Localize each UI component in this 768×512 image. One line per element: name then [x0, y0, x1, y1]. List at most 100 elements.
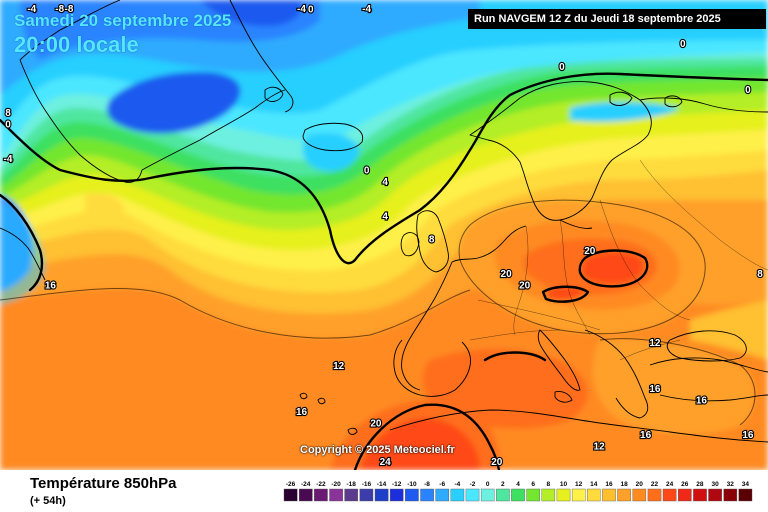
legend-label: 34 — [742, 481, 750, 488]
legend-swatch — [374, 488, 389, 502]
legend-label: 32 — [727, 481, 735, 488]
contour-label: -4 — [4, 154, 13, 165]
contour-label: 20 — [584, 246, 596, 257]
legend-label: 18 — [620, 481, 628, 488]
legend-swatch — [587, 488, 601, 502]
legend-swatch — [556, 488, 571, 502]
legend-label: -14 — [377, 481, 387, 488]
contour-label: 12 — [594, 442, 606, 453]
temperature-field — [0, 0, 768, 470]
contour-label: 0 — [559, 62, 565, 73]
legend-swatch — [465, 488, 480, 502]
contour-label: 0 — [680, 39, 686, 50]
contour-label: 16 — [296, 407, 308, 418]
legend-label: -6 — [439, 481, 445, 488]
contour-label: -8 — [55, 4, 64, 15]
contour-label: -4 — [27, 4, 36, 15]
legend-label: -24 — [301, 481, 311, 488]
forecast-time: 20:00 locale — [14, 32, 139, 57]
contour-label: 16 — [640, 430, 652, 441]
contour-label: 12 — [649, 338, 661, 349]
legend-swatch — [693, 488, 707, 502]
model-run-banner: Run NAVGEM 12 Z du Jeudi 18 septembre 20… — [468, 9, 766, 29]
legend-label: 28 — [696, 481, 704, 488]
legend-label: -12 — [392, 481, 402, 488]
legend-label: 14 — [590, 481, 598, 488]
legend-swatch — [329, 488, 343, 502]
legend-label: -22 — [316, 481, 326, 488]
country-borders — [469, 159, 768, 361]
legend-swatch — [647, 488, 662, 502]
legend-swatch — [678, 488, 692, 502]
legend-swatch — [708, 488, 722, 502]
legend-label: -4 — [455, 481, 461, 488]
legend-label: 20 — [636, 481, 644, 488]
legend-label: 12 — [575, 481, 583, 488]
contour-label: 20 — [519, 281, 531, 292]
legend-label: 2 — [501, 481, 505, 488]
contour-label: 16 — [742, 430, 754, 441]
legend-swatch — [662, 488, 677, 502]
contour-label: 8 — [429, 235, 435, 246]
legend-label: 22 — [651, 481, 659, 488]
legend-label: 0 — [486, 481, 490, 488]
legend-swatch — [314, 488, 328, 502]
legend-swatch — [283, 488, 298, 502]
legend-swatch — [496, 488, 510, 502]
contour-label: 20 — [491, 457, 503, 468]
legend-label: -8 — [424, 481, 430, 488]
legend-swatch — [405, 488, 419, 502]
legend-label: 8 — [546, 481, 550, 488]
legend-label: -2 — [470, 481, 476, 488]
legend-swatch — [541, 488, 556, 502]
legend-swatch — [480, 488, 495, 502]
contour-label: 8 — [5, 108, 11, 119]
legend-swatch — [450, 488, 465, 502]
legend-label: 6 — [531, 481, 535, 488]
contour-label: 8 — [757, 269, 763, 280]
contour-label: 20 — [370, 419, 382, 430]
contour-label: 16 — [696, 396, 708, 407]
contour-label: -4 — [362, 4, 371, 15]
contour-label: 12 — [333, 361, 345, 372]
forecast-date: Samedi 20 septembre 2025 — [14, 11, 232, 30]
contour-label: 16 — [45, 281, 57, 292]
legend-swatch — [617, 488, 631, 502]
contour-label: -4 — [297, 4, 306, 15]
contour-label: 0 — [5, 120, 11, 131]
thin-isotherms — [0, 199, 756, 426]
contour-label: 20 — [501, 269, 513, 280]
legend-swatch — [632, 488, 647, 502]
legend-label: -16 — [362, 481, 372, 488]
legend-swatch — [738, 488, 753, 502]
legend-label: 10 — [560, 481, 568, 488]
contour-label: 0 — [308, 5, 314, 16]
coastlines — [0, 0, 768, 443]
legend-swatch — [420, 488, 434, 502]
legend-swatch — [571, 488, 586, 502]
legend-label: -26 — [286, 481, 296, 488]
legend-label: -20 — [331, 481, 341, 488]
legend-swatch — [511, 488, 525, 502]
legend-swatch — [389, 488, 404, 502]
contour-label: 0 — [364, 166, 370, 177]
legend-swatch — [344, 488, 358, 502]
legend-label: 16 — [605, 481, 613, 488]
contour-label: 4 — [382, 212, 388, 223]
parameter-title: Température 850hPa — [30, 475, 177, 492]
legend-label: 24 — [666, 481, 674, 488]
legend-swatch — [526, 488, 541, 502]
contour-label: 4 — [382, 177, 388, 188]
isotherm-lines — [0, 72, 768, 470]
contour-label: 16 — [649, 384, 661, 395]
copyright-text: Copyright © 2025 Meteociel.fr — [300, 444, 455, 456]
legend-label: -18 — [346, 481, 356, 488]
legend-label: 4 — [516, 481, 520, 488]
legend-label: 30 — [711, 481, 719, 488]
legend-swatch — [602, 488, 616, 502]
legend-label: -10 — [407, 481, 417, 488]
legend-swatch — [723, 488, 738, 502]
legend-swatch — [299, 488, 313, 502]
legend-swatch — [435, 488, 450, 502]
